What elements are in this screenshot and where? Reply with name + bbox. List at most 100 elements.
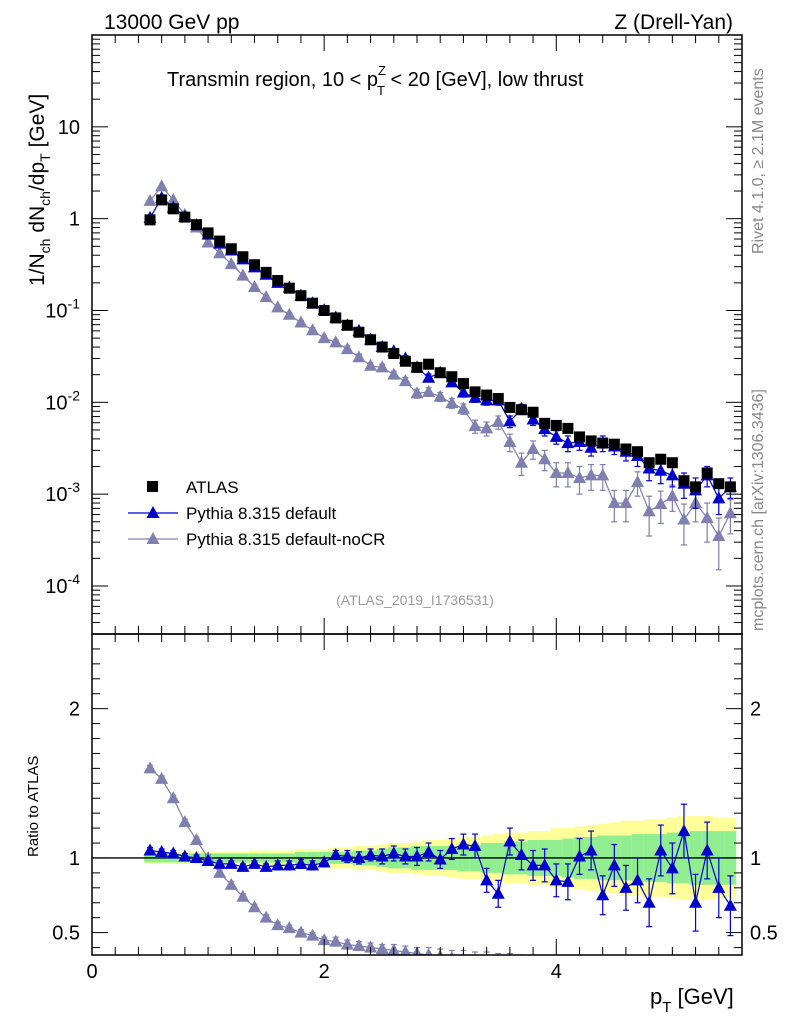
ratio-panel: 0.5 0.5 1 1 2 2 0 2 4 xyxy=(52,633,778,983)
atlas-point-26 xyxy=(446,371,458,383)
title-sup: Z xyxy=(378,63,386,78)
ratio-1-point-24 xyxy=(424,948,433,955)
atlas-point-8 xyxy=(237,251,249,263)
ratio-1-point-28 xyxy=(474,953,476,955)
series-2-point-33 xyxy=(526,442,540,455)
ylabel-s3: T xyxy=(37,153,53,162)
ratio-1-point-3 xyxy=(178,815,192,828)
ylabel-b: dN xyxy=(26,206,49,239)
atlas-point-49 xyxy=(713,478,725,490)
atlas-point-4 xyxy=(190,219,202,231)
atlas-point-45 xyxy=(666,457,678,469)
ratio-1-point-26 xyxy=(449,950,454,955)
ratio-1-point-34 xyxy=(538,963,551,975)
ratio-1-point-33 xyxy=(527,961,540,973)
series-2-point-2 xyxy=(166,192,180,205)
atlas-point-15 xyxy=(318,304,330,316)
ratio-0-point-47 xyxy=(689,895,703,908)
ratio-0-point-13 xyxy=(294,856,308,869)
series-2-point-27 xyxy=(456,401,470,414)
ratio-0-point-43 xyxy=(642,895,656,908)
ratio-0-point-48 xyxy=(700,843,714,856)
ratio-0-point-11 xyxy=(271,858,285,871)
y-tick-label-base-2: 10 xyxy=(45,392,67,414)
atlas-point-3 xyxy=(179,211,191,223)
series-2-point-15 xyxy=(317,331,331,344)
xlabel-main: p xyxy=(650,984,662,1009)
ratio-0-point-3 xyxy=(178,849,192,862)
legend-label-nocr: Pythia 8.315 default-noCR xyxy=(186,530,385,549)
atlas-point-0 xyxy=(144,214,156,226)
ylabel-s1: ch xyxy=(37,239,53,254)
atlas-point-41 xyxy=(620,443,632,455)
y-tick-label-base-1: 10 xyxy=(45,484,67,506)
series-1-point-38 xyxy=(584,440,598,453)
ratio-1-point-39 xyxy=(596,970,609,982)
ratio-ticks: 0.5 0.5 1 1 2 2 0 2 4 xyxy=(52,634,778,983)
series-2-point-16 xyxy=(329,335,343,348)
atlas-point-20 xyxy=(376,341,388,353)
energy-label: 13000 GeV pp xyxy=(104,11,239,34)
ratio-1-point-36 xyxy=(561,966,574,978)
x-axis-label: pT [GeV] xyxy=(650,984,734,1016)
ratio-tick-label-right-1: 1 xyxy=(750,848,761,870)
ratio-1-point-13 xyxy=(294,925,308,938)
ratio-1-point-2 xyxy=(166,791,180,804)
atlas-point-32 xyxy=(515,404,527,416)
ratio-1-point-1 xyxy=(155,771,169,784)
series-2-point-8 xyxy=(236,268,250,281)
y-tick-label-base-0: 10 xyxy=(45,576,67,598)
series-2-point-7 xyxy=(224,257,238,270)
x-tick-label-0: 0 xyxy=(86,961,97,983)
ratio-0-point-22 xyxy=(398,849,412,862)
mcplots-label: mcplots.cern.ch [arXiv:1306.3436] xyxy=(750,389,767,631)
y-tick-label-0: 10-4 xyxy=(45,571,80,598)
atlas-point-37 xyxy=(574,431,585,443)
ratio-0-point-26 xyxy=(445,841,459,854)
series-2-point-44 xyxy=(654,497,668,510)
series-2-point-1 xyxy=(155,179,169,192)
atlas-point-34 xyxy=(539,417,551,429)
series-2-point-30 xyxy=(491,415,505,428)
atlas-point-44 xyxy=(655,453,667,465)
ratio-0-point-5 xyxy=(201,853,215,866)
atlas-point-29 xyxy=(481,389,493,401)
series-2-point-49 xyxy=(712,529,726,542)
ratio-0-point-30 xyxy=(491,886,505,899)
ratio-1-point-29 xyxy=(480,955,493,967)
atlas-point-14 xyxy=(307,297,319,309)
series-2-point-5 xyxy=(201,235,215,248)
legend-label-atlas: ATLAS xyxy=(186,478,239,497)
y-tick-label-1: 10-3 xyxy=(45,479,80,506)
atlas-point-21 xyxy=(388,348,400,360)
ratio-0-point-20 xyxy=(375,849,389,862)
ratio-1-point-4 xyxy=(189,833,203,846)
main-data-layer xyxy=(143,179,737,571)
series-1-point-44 xyxy=(654,463,668,476)
ratio-0-point-29 xyxy=(480,873,494,886)
series-1-point-49 xyxy=(712,491,726,504)
ratio-0-point-8 xyxy=(236,859,250,872)
series-2-point-14 xyxy=(306,323,320,336)
atlas-point-46 xyxy=(678,475,690,487)
ratio-0-point-19 xyxy=(364,847,378,860)
atlas-point-30 xyxy=(492,393,504,405)
ratio-tick-label-right-0: 0.5 xyxy=(750,923,778,945)
ratio-0-point-33 xyxy=(526,858,540,871)
ratio-0-point-1 xyxy=(155,844,169,857)
atlas-point-28 xyxy=(469,386,481,398)
atlas-point-24 xyxy=(423,358,435,370)
ratio-1-point-7 xyxy=(224,877,238,890)
ratio-0-point-35 xyxy=(549,873,563,886)
series-2-point-38 xyxy=(584,468,598,481)
atlas-point-6 xyxy=(214,235,226,247)
atlas-point-33 xyxy=(527,406,539,418)
series-2-point-0 xyxy=(143,193,157,206)
atlas-point-39 xyxy=(597,437,609,449)
atlas-point-40 xyxy=(608,438,620,450)
series-1-point-27 xyxy=(456,385,470,398)
ratio-0-point-0 xyxy=(143,843,157,856)
ratio-1-point-31 xyxy=(503,958,516,970)
ratio-1-point-32 xyxy=(515,960,528,972)
series-2-point-41 xyxy=(619,496,633,509)
